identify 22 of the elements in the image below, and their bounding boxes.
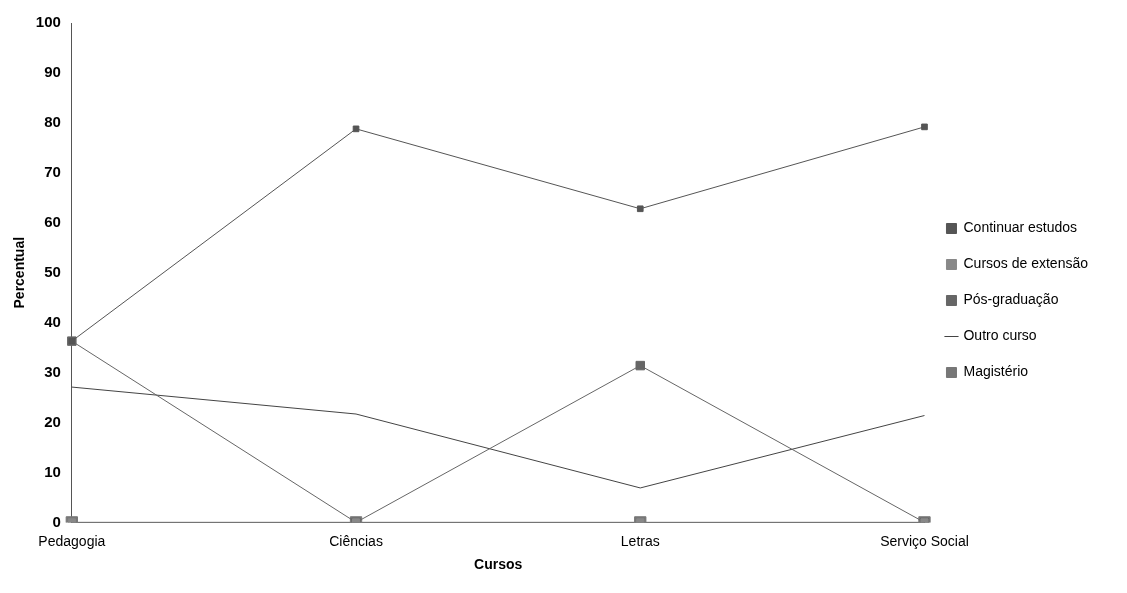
y-tick-label: 70 [44,162,61,180]
legend-label: Continuar estudos [963,219,1078,236]
x-tick-label: Serviço Social [880,532,969,549]
x-tick-label: Pedagogia [38,532,106,549]
x-axis-title: Cursos [474,556,523,573]
legend-label: Outro curso [963,327,1037,344]
y-tick-label: 100 [35,13,61,31]
y-tick-label: 20 [44,412,61,430]
y-tick-label: 60 [44,212,61,230]
legend-label: Magistério [963,363,1029,380]
y-tick-label: 40 [44,312,61,330]
legend-label: Cursos de extensão [963,255,1089,272]
x-tick-label: Letras [620,532,660,549]
y-tick-label: 0 [52,512,61,530]
legend-label: Pós-graduação [963,291,1059,308]
x-tick-label: Ciências [329,532,383,549]
y-axis-title: Percentual [11,236,28,309]
y-tick-label: 90 [44,63,61,81]
y-tick-label: 80 [44,113,61,131]
y-tick-label: 10 [44,462,61,480]
y-tick-label: 50 [44,262,61,280]
y-tick-label: 30 [44,362,61,380]
